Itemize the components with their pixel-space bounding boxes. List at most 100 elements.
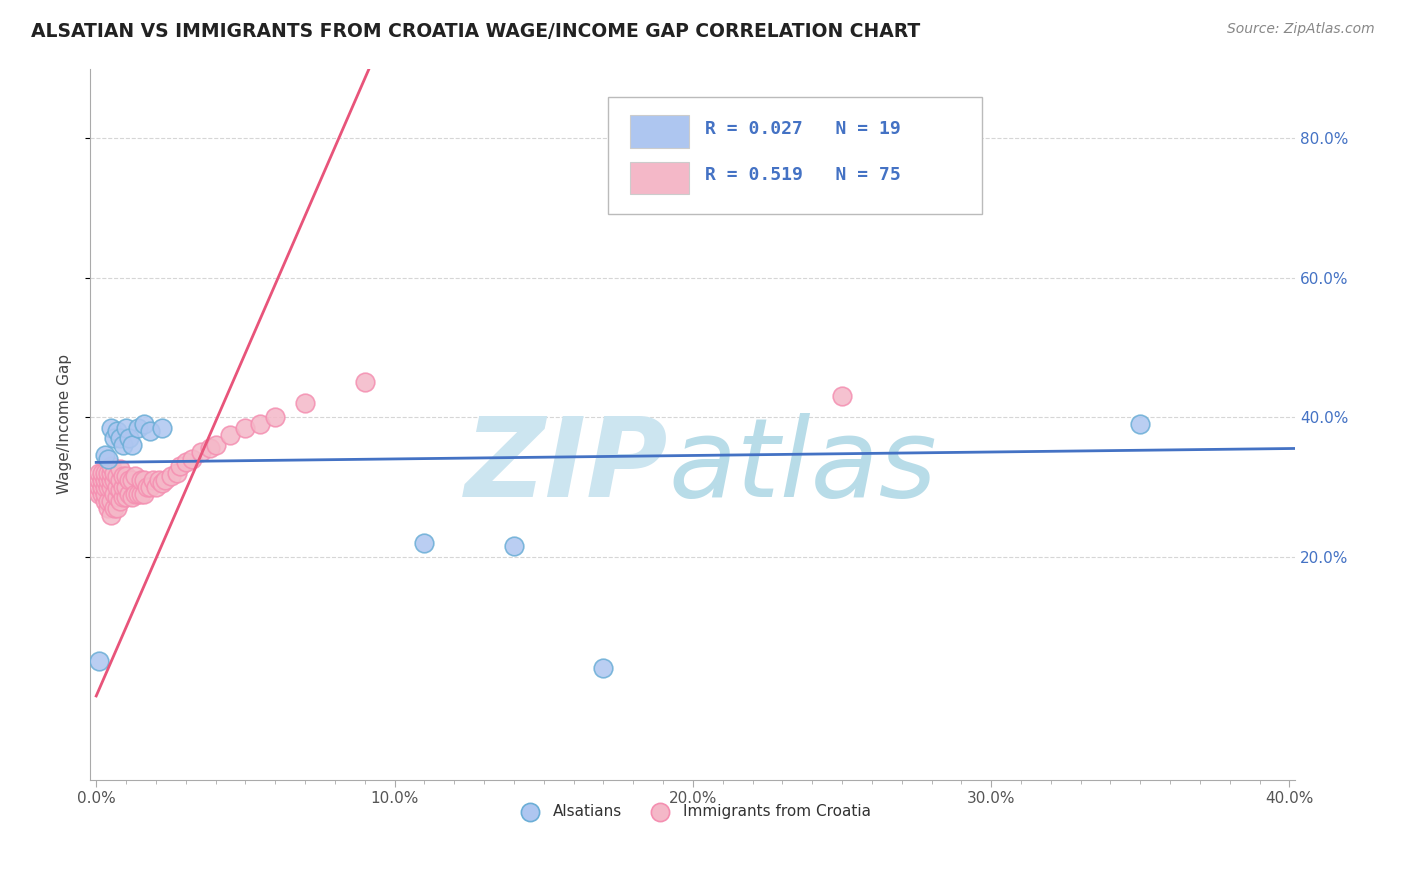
Point [115,469,138,483]
Point [89,473,111,487]
Point [91,473,114,487]
Point [132,417,155,431]
Point [127,487,149,501]
Point [145,480,167,494]
Point [103,431,125,445]
Point [294,396,316,410]
Point [112,490,135,504]
Point [94,493,117,508]
Point [105,490,128,504]
Point [108,473,131,487]
Point [1129,417,1152,431]
Point [135,480,157,494]
Point [100,480,122,494]
Point [129,473,152,487]
Point [148,473,170,487]
Point [129,487,152,501]
Point [118,473,141,487]
Point [353,376,375,390]
Point [264,410,287,425]
Point [174,455,197,469]
Point [94,480,117,494]
Point [592,661,614,675]
Point [219,427,242,442]
Point [105,424,128,438]
Text: ALSATIAN VS IMMIGRANTS FROM CROATIA WAGE/INCOME GAP CORRELATION CHART: ALSATIAN VS IMMIGRANTS FROM CROATIA WAGE… [31,22,920,41]
Point [108,431,131,445]
FancyBboxPatch shape [630,161,689,194]
Point [112,480,135,494]
Point [103,466,125,480]
Point [124,469,146,483]
Point [100,420,122,434]
Point [103,500,125,515]
Point [100,508,122,522]
Point [121,438,143,452]
Text: Source: ZipAtlas.com: Source: ZipAtlas.com [1227,22,1375,37]
Point [94,487,117,501]
Point [235,420,257,434]
Point [124,487,146,501]
Point [103,473,125,487]
Point [108,493,131,508]
Point [118,431,141,445]
Point [103,487,125,501]
Point [108,483,131,498]
Point [166,466,188,480]
Point [169,458,191,473]
Point [100,493,122,508]
Point [94,473,117,487]
Point [91,466,114,480]
Point [139,424,162,438]
FancyBboxPatch shape [630,115,689,148]
Point [91,487,114,501]
Point [153,473,176,487]
Point [118,487,141,501]
Point [115,480,138,494]
Point [94,449,117,463]
Point [142,473,165,487]
Text: R = 0.027   N = 19: R = 0.027 N = 19 [704,120,901,138]
FancyBboxPatch shape [609,97,983,214]
Point [105,480,128,494]
Point [112,438,135,452]
Point [121,490,143,504]
Text: ZIP: ZIP [465,413,669,520]
Point [97,500,120,515]
Point [249,417,271,431]
Point [413,535,436,549]
Point [150,420,173,434]
Y-axis label: Wage/Income Gap: Wage/Income Gap [58,354,72,494]
Point [97,451,120,466]
Point [831,389,853,403]
Point [132,473,155,487]
Point [115,420,138,434]
Point [97,473,120,487]
Point [100,458,122,473]
Point [502,539,524,553]
Point [159,469,181,483]
Point [91,480,114,494]
Point [198,442,221,456]
Point [97,466,120,480]
Point [94,466,117,480]
Point [132,487,155,501]
Point [97,493,120,508]
Point [108,462,131,476]
Legend: Alsatians, Immigrants from Croatia: Alsatians, Immigrants from Croatia [509,798,877,825]
Point [204,438,226,452]
Point [97,480,120,494]
Point [89,466,111,480]
Point [190,445,212,459]
Point [100,466,122,480]
Point [127,420,149,434]
Point [115,490,138,504]
Point [89,487,111,501]
Text: R = 0.519   N = 75: R = 0.519 N = 75 [704,166,901,184]
Point [139,480,162,494]
Point [89,480,111,494]
Point [89,654,111,668]
Point [180,451,202,466]
Point [105,500,128,515]
Point [121,473,143,487]
